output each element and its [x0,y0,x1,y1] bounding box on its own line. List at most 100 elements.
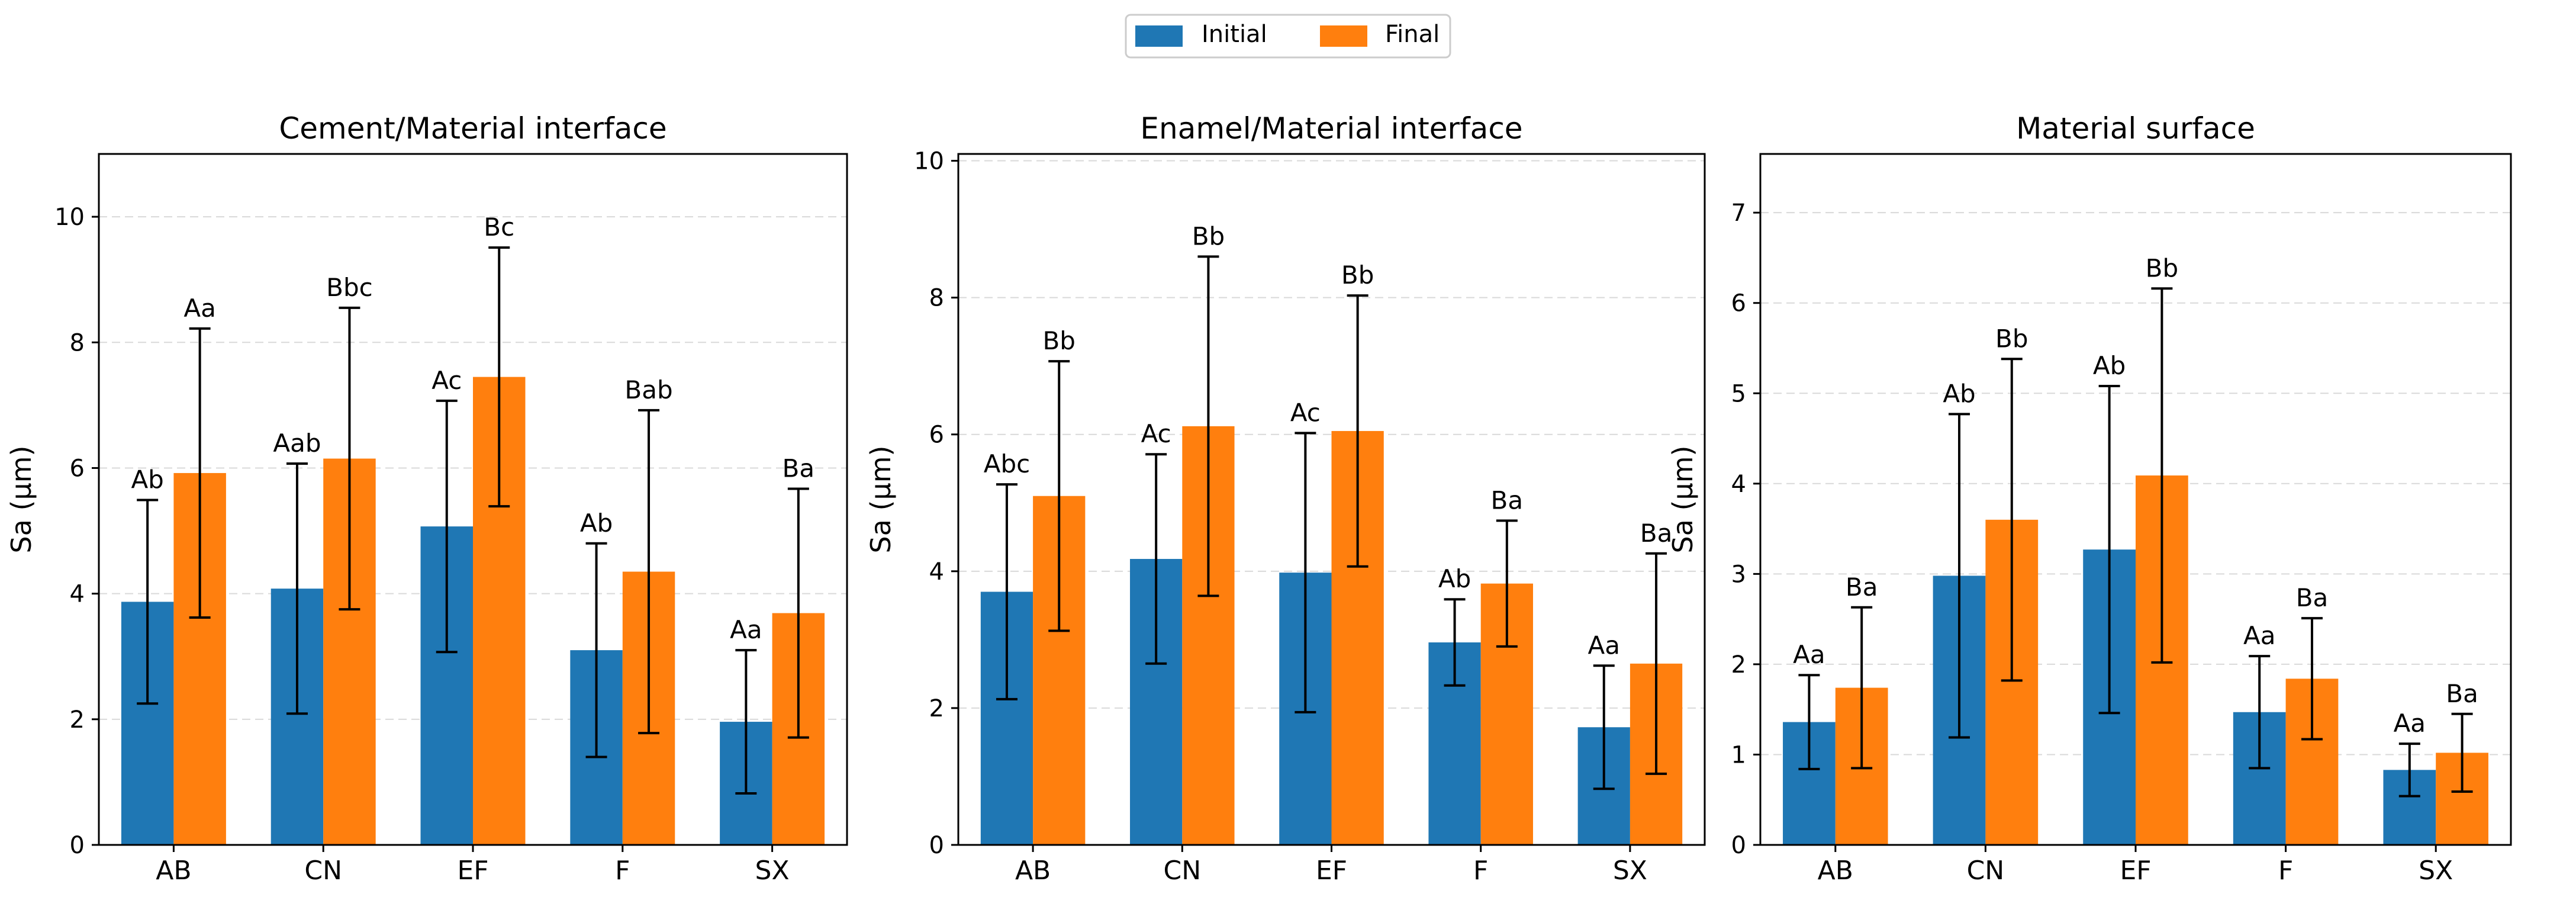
error-bar [2398,742,2420,798]
significance-label: Aa [1793,640,1825,669]
significance-label: Bc [484,213,514,242]
significance-label: Aa [1588,631,1620,660]
y-axis-label: Sa (µm) [1667,446,1699,554]
x-tick-label: AB [1015,856,1051,886]
y-tick-label: 0 [929,832,944,859]
significance-label: Bb [2146,253,2178,282]
x-tick-label: SX [1613,856,1647,886]
y-tick-label: 7 [1731,200,1746,227]
x-tick-label: CN [1163,856,1201,886]
y-tick-label: 2 [1731,651,1746,679]
y-tick-label: 5 [1731,380,1746,407]
x-tick-label: SX [755,856,790,886]
x-tick-label: CN [304,856,342,886]
legend-swatch-final [1320,25,1367,47]
error-bar [2151,287,2173,664]
y-tick-label: 8 [70,329,85,356]
y-tick-label: 8 [929,285,944,312]
y-tick-label: 3 [1731,561,1746,588]
x-tick-label: F [615,856,630,886]
error-bar [1347,294,1368,568]
significance-label: Ac [432,366,462,395]
error-bar [996,483,1017,700]
x-tick-label: SX [2419,856,2453,886]
error-bar [2451,712,2473,793]
y-tick-label: 10 [54,204,85,231]
error-bar [1949,413,1970,739]
x-tick-label: F [1473,856,1488,886]
significance-label: Ba [1846,573,1878,602]
significance-label: Ab [131,465,163,494]
legend-label-final: Final [1385,21,1440,48]
significance-label: Aa [2243,621,2275,650]
legend: Initial Final [1125,14,1451,59]
y-tick-label: 6 [70,455,85,482]
error-bar [2249,655,2271,770]
y-axis-label: Sa (µm) [865,446,897,554]
error-bar [1444,598,1466,687]
x-tick-label: AB [156,856,191,886]
error-bar [1496,519,1518,648]
error-bar [1048,360,1070,632]
significance-label: Bb [1341,261,1374,290]
significance-label: Aab [273,429,321,458]
error-bar [1295,432,1316,713]
error-bar [189,327,211,619]
error-bar [436,399,458,654]
error-bar [2098,385,2120,715]
significance-label: Bab [624,375,672,404]
y-tick-label: 10 [914,148,944,175]
error-bar [787,487,809,739]
y-tick-label: 4 [70,581,85,608]
significance-label: Ab [580,509,613,538]
x-tick-label: EF [1316,856,1347,886]
error-bar [1197,255,1219,597]
significance-label: Bb [1995,324,2028,353]
y-tick-label: 2 [929,695,944,722]
chart-title: Material surface [2016,111,2255,146]
error-bar [286,462,308,715]
significance-label: Ab [1943,379,1975,408]
significance-label: Bb [1192,221,1225,250]
significance-label: Ab [1438,564,1471,593]
significance-label: Ba [2296,583,2329,612]
x-tick-label: F [2278,856,2293,886]
error-bar [488,246,510,508]
significance-label: Ba [1491,486,1524,515]
chart-panel-1: Ab Aab Ac Ab Aa Aa Bbc Bc Bab Ba 0 2 4 6 8 10 AB CN EF F SX C… [5,111,848,886]
significance-label: Bb [1042,326,1075,355]
y-axis-label: Sa (µm) [5,446,37,554]
chart-panel-2: Abc Ac Ac Ab Aa Bb Bb Bb Ba Ba 0 2 4 6 8 10 AB CN EF F SX Ena… [865,111,1706,886]
x-tick-label: AB [1818,856,1853,886]
error-bar [585,542,607,758]
y-tick-label: 4 [929,558,944,586]
y-tick-label: 6 [1731,290,1746,317]
y-tick-label: 0 [70,832,85,859]
y-tick-label: 0 [1731,832,1746,859]
error-bar [137,499,159,705]
significance-label: Aa [2394,709,2426,738]
chart-title: Cement/Material interface [279,111,666,146]
legend-frame [1125,14,1451,59]
significance-label: Abc [984,449,1030,478]
significance-label: Ab [2093,351,2126,380]
x-tick-label: EF [2120,856,2151,886]
significance-label: Aa [183,294,215,323]
legend-swatch-initial [1135,25,1183,47]
chart-title: Enamel/Material interface [1140,111,1522,146]
error-bar [1798,674,1820,770]
y-tick-label: 4 [1731,471,1746,498]
significance-label: Ac [1141,419,1171,448]
x-tick-label: CN [1967,856,2005,886]
error-bar [1593,664,1615,790]
error-bar [638,409,660,735]
y-tick-label: 1 [1731,741,1746,769]
y-tick-label: 6 [929,422,944,449]
y-tick-label: 2 [70,706,85,734]
significance-label: Ac [1290,398,1321,427]
significance-label: Aa [730,615,762,644]
error-bar [2001,358,2023,682]
error-bar [1145,453,1167,665]
error-bar [1646,552,1667,775]
